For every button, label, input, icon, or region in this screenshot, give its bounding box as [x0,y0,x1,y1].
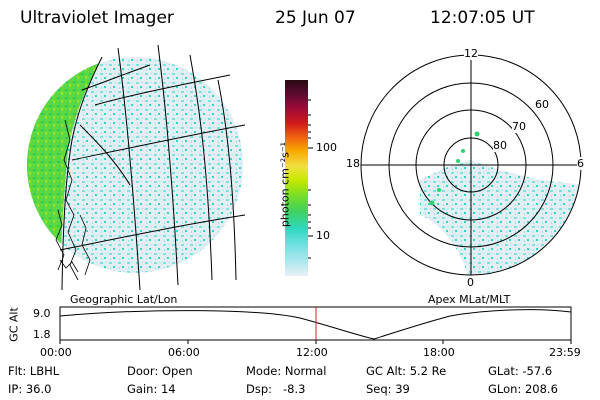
altitude-plot [59,306,572,344]
altitude-ytick-9: 9.0 [33,307,51,320]
colorbar-unit-label: photon cm⁻²s⁻¹ [278,141,292,228]
apex-label: Apex MLat/MLT [428,293,511,306]
altitude-xtick-1200: 12:00 [296,346,328,359]
time-label: 12:07:05 UT [430,8,535,28]
gain-status: Gain: 14 [127,382,176,396]
instrument-title: Ultraviolet Imager [20,8,174,28]
mode-status: Mode: Normal [246,364,327,378]
altitude-xtick-0600: 06:00 [168,346,200,359]
altitude-ylabel: GC Alt [7,307,21,342]
lat-label-70: 70 [512,120,526,133]
coastline [55,119,91,281]
geo-grid-lines [59,44,246,291]
colorbar-ticks [308,99,313,259]
colorbar [285,80,308,276]
flt-status: Flt: LBHL [8,364,60,378]
polar-plot [360,54,582,276]
mlt-label-12: 12 [464,47,478,60]
glat-status: GLat: -57.6 [488,364,553,378]
altitude-ytick-1-8: 1.8 [33,328,51,341]
seq-status: Seq: 39 [366,382,410,396]
geographic-image [27,44,246,291]
altitude-xtick-2359: 23:59 [549,346,581,359]
altitude-xtick-0000: 00:00 [40,346,72,359]
colorbar-tick-100: 100 [316,141,337,154]
gc-alt-status: GC Alt: 5.2 Re [366,364,447,378]
ip-status: IP: 36.0 [8,382,52,396]
geographic-label: Geographic Lat/Lon [70,293,178,306]
polar-points [429,131,480,206]
dsp-status: Dsp: -8.3 [246,382,306,396]
polar-emission [420,160,581,275]
lat-label-80: 80 [493,139,507,152]
altitude-xtick-1800: 18:00 [423,346,455,359]
colorbar-tick-10: 10 [316,229,330,242]
mlt-label-0: 0 [467,276,474,289]
glon-status: GLon: 208.6 [488,382,558,396]
door-status: Door: Open [127,364,193,378]
date-label: 25 Jun 07 [275,8,356,28]
mlt-label-18: 18 [346,157,360,170]
lat-label-60: 60 [535,98,549,111]
mlt-label-6: 6 [577,157,584,170]
